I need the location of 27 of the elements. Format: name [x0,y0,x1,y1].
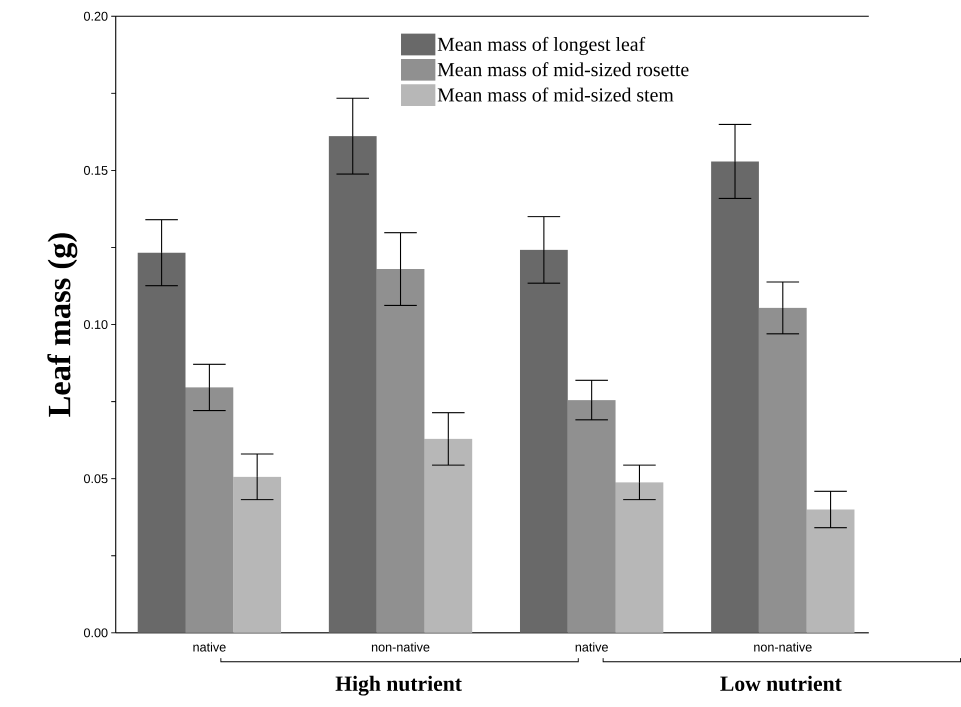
y-tick-label: 0.05 [84,474,108,484]
bar [233,476,282,633]
bar [758,308,807,633]
bar [616,482,664,633]
x-tick-label: native [193,642,226,652]
bar [568,400,616,633]
y-tick-label: 0.20 [84,12,108,21]
y-tick-label: 0.10 [84,320,108,330]
y-tick-label: 0.00 [84,628,108,638]
bar [138,252,186,633]
y-axis-title: Leaf mass (g) [47,233,78,417]
bar [185,387,234,633]
bar [424,438,472,633]
legend-label: Mean mass of longest leaf [438,36,646,56]
y-tick-label: 0.15 [84,166,108,175]
bar [376,269,424,633]
bar [806,510,854,633]
bar [711,161,759,633]
x-tick-label: non-native [372,642,430,652]
bar [328,136,377,633]
x-tick-label: native [576,642,608,652]
text: Low nutrient [720,676,842,692]
x-tick-label: non-native [754,642,812,652]
legend-label: Mean mass of mid-sized rosette [438,62,689,76]
text: High nutrient [336,676,462,696]
legend-label: Mean mass of mid-sized stem [438,87,674,102]
bar [520,250,568,633]
